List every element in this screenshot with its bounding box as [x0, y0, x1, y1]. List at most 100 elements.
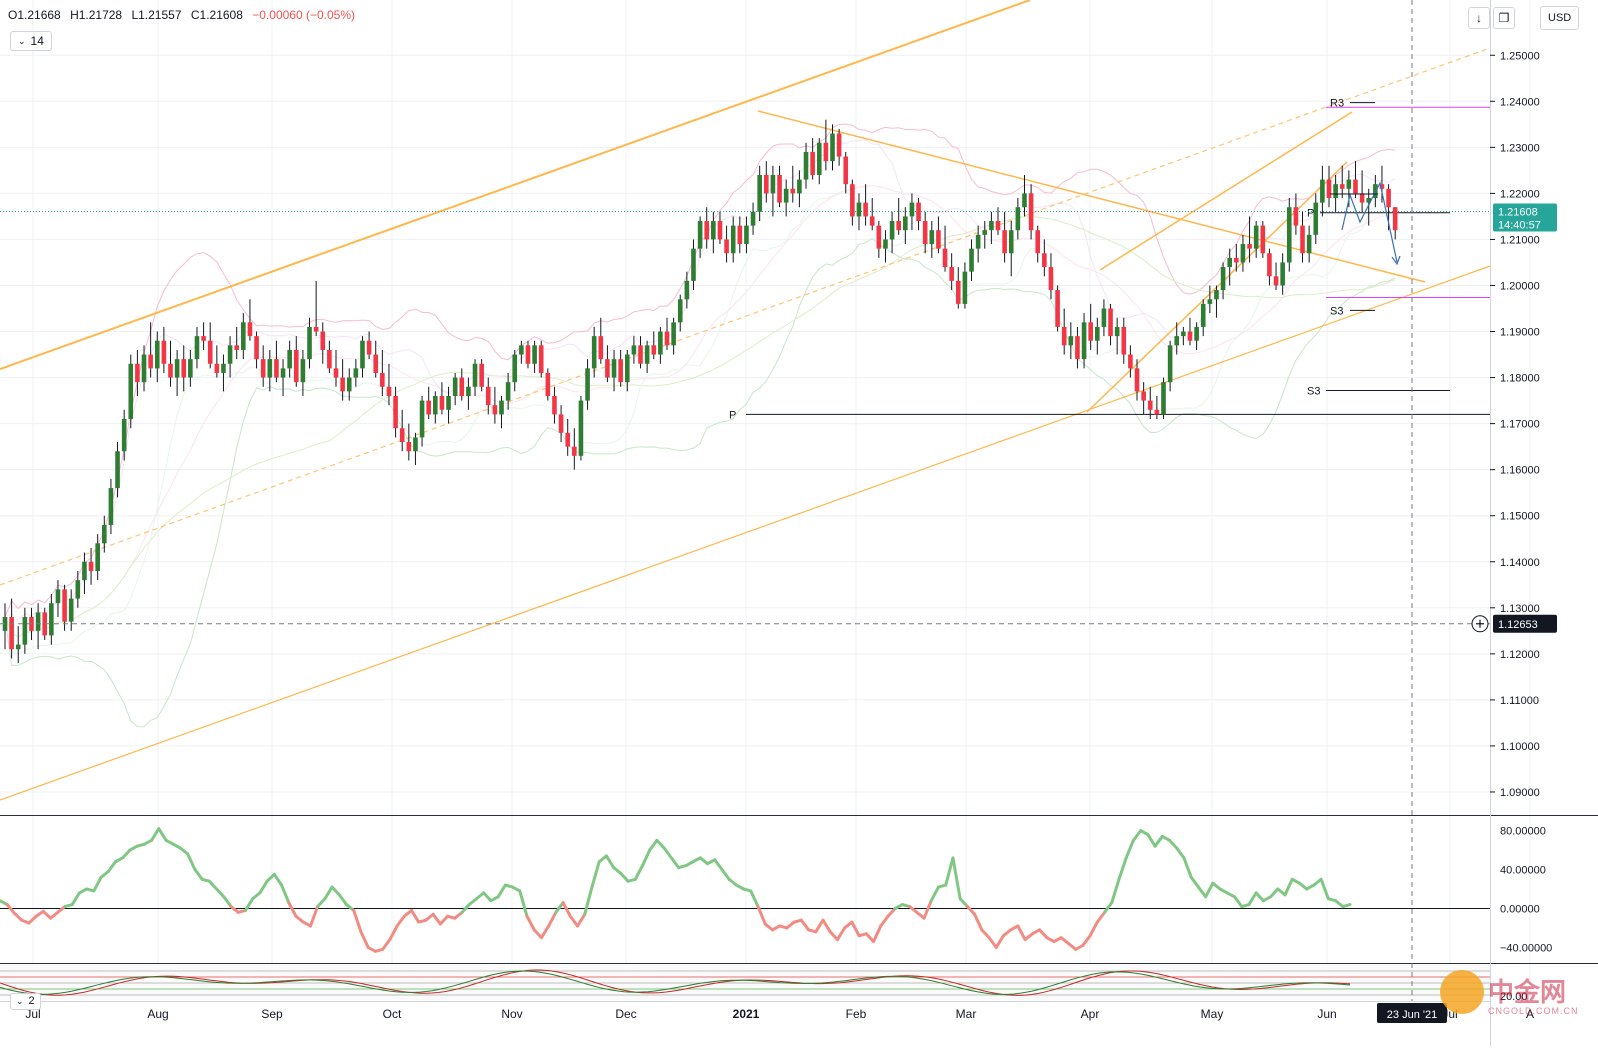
time-tick-label: Dec [615, 1007, 636, 1021]
download-button[interactable]: ↓ [1468, 7, 1490, 29]
momentum-segment [525, 914, 536, 932]
momentum-segment [539, 924, 551, 940]
candle-body [863, 202, 868, 217]
candle-body [717, 221, 723, 240]
momentum-segment [1001, 928, 1013, 938]
candle-body [1247, 244, 1252, 249]
time-tick-label: Nov [501, 1007, 522, 1021]
candle-body [830, 133, 835, 162]
price-tick-label: 1.23000 [1500, 142, 1540, 154]
candle-body [293, 349, 299, 383]
crosshair-price-label: 1.12653 [1498, 619, 1538, 631]
time-tick-label: May [1201, 1007, 1224, 1021]
momentum-segment [648, 838, 659, 852]
momentum-segment [1283, 877, 1294, 897]
candle-body [247, 322, 253, 337]
candle-body [1108, 308, 1113, 337]
candle-body [889, 221, 895, 240]
candle-body [121, 419, 127, 452]
crosshair-date-tag-bg [1377, 1003, 1447, 1023]
momentum-segment [799, 918, 811, 932]
rising-wedge-lower [1086, 161, 1348, 413]
candle-body [856, 202, 862, 217]
candle-body [115, 451, 120, 489]
last-price-tag-bg [1493, 203, 1557, 232]
candle-body [1339, 184, 1345, 189]
candle-body [989, 221, 994, 231]
candle-body [1147, 400, 1153, 410]
momentum-segment [106, 860, 118, 873]
momentum-segment [56, 905, 67, 914]
momentum-segment [864, 932, 876, 944]
candle-body [472, 363, 478, 387]
candle-body [598, 336, 604, 360]
candle-body [605, 359, 610, 378]
momentum-tick-label: 80.00000 [1500, 826, 1546, 838]
stochastic-pane: 20.00 [0, 965, 1528, 1003]
candle-body [1048, 267, 1054, 291]
time-tick-label: A [1526, 1007, 1534, 1021]
momentum-segment [554, 901, 565, 914]
candle-body [479, 363, 484, 387]
stochastic-chip[interactable]: ⌄ 2 [10, 993, 41, 1010]
candle-body [194, 336, 200, 360]
chevron-down-icon: ⌄ [18, 36, 26, 46]
momentum-segment [973, 912, 984, 932]
support3-label: S3 [1307, 385, 1320, 397]
momentum-segment [294, 914, 305, 924]
momentum-segment [70, 891, 81, 907]
momentum-segment [1016, 924, 1027, 942]
time-tick-label: Aug [147, 1007, 168, 1021]
candle-body [1379, 184, 1385, 189]
candle-body [697, 221, 703, 249]
momentum-segment [352, 908, 363, 934]
legend-high: H1.21728 [70, 8, 123, 22]
time-tick-label: Jul [25, 1007, 40, 1021]
currency-button[interactable]: USD [1540, 6, 1580, 30]
candle-body [168, 363, 173, 378]
momentum-segment [619, 871, 630, 883]
candle-body [201, 336, 206, 341]
candle-body [373, 354, 379, 373]
momentum-segment [308, 905, 320, 928]
candle-body [691, 248, 696, 281]
momentum-segment [215, 887, 226, 899]
candle-body [1174, 336, 1180, 346]
stochastic-k-line [0, 969, 1351, 996]
momentum-segment [604, 854, 616, 870]
momentum-segment [207, 879, 219, 891]
time-axis: Jul Aug Sep Oct Nov Dec 2021 Feb Mar Apr May Jun Jul… [25, 1003, 1534, 1023]
momentum-segment [1131, 829, 1143, 842]
candle-body [426, 400, 431, 415]
momentum-segment [388, 924, 399, 942]
momentum-segment [251, 891, 262, 901]
grid-lines [0, 0, 1531, 1000]
momentum-segment [763, 922, 774, 932]
candle-body [1015, 207, 1021, 231]
candle-body [413, 437, 418, 452]
momentum-segment [330, 885, 341, 897]
candle-body [512, 354, 518, 383]
momentum-segment [150, 827, 161, 842]
fullscreen-button[interactable]: ❐ [1493, 7, 1515, 29]
momentum-segment [850, 920, 861, 938]
time-tick-label: 2021 [733, 1007, 760, 1021]
momentum-segment [258, 879, 269, 895]
momentum-segment [987, 936, 998, 949]
momentum-segment [402, 908, 413, 918]
momentum-segment [929, 885, 941, 903]
price-axis: 1.25000 1.24000 1.23000 1.22000 1.21000 1.200… [1490, 50, 1540, 799]
momentum-segment [785, 920, 796, 930]
momentum-segment [1247, 891, 1258, 907]
candle-body [307, 326, 312, 360]
chevron-down-icon: ⌄ [16, 996, 24, 1006]
candle-body [638, 345, 643, 364]
momentum-segment [1081, 934, 1092, 947]
indicator-chip[interactable]: ⌄ 14 [10, 31, 52, 51]
candle-body [955, 280, 961, 304]
momentum-segment [713, 858, 724, 872]
time-tick-label: Mar [956, 1007, 977, 1021]
candle-body [327, 349, 332, 369]
